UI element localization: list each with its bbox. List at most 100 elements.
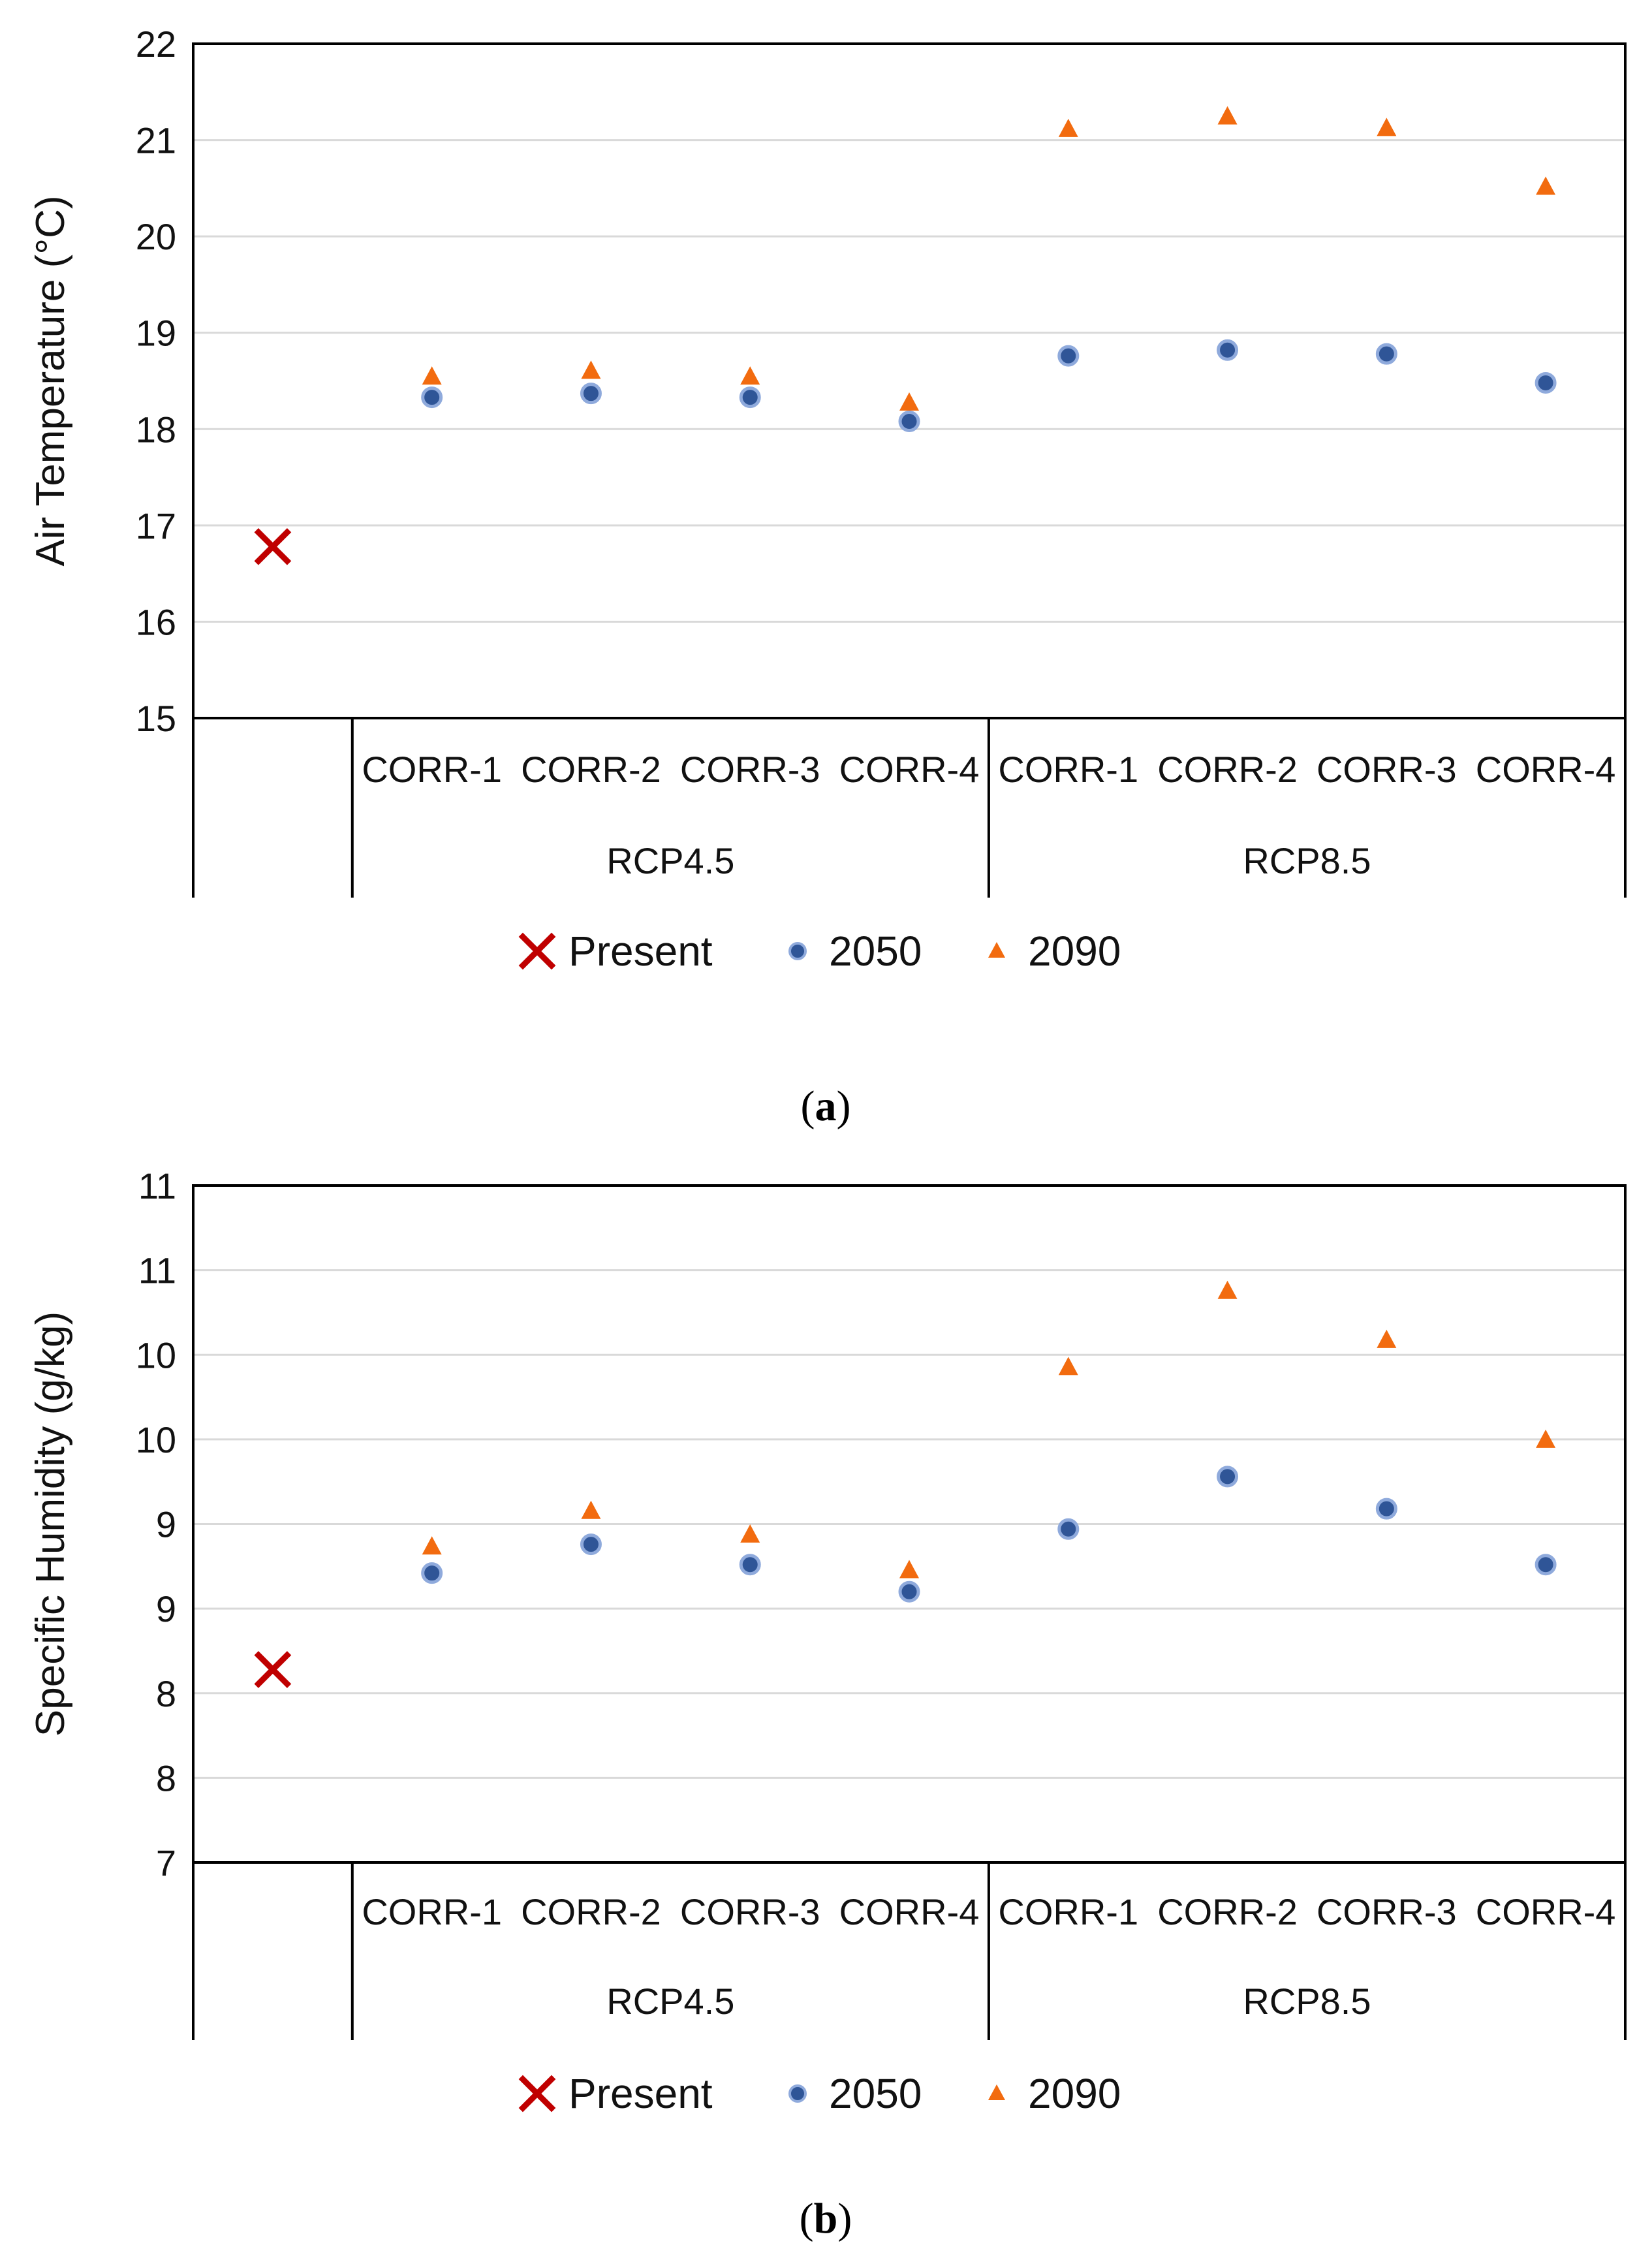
legend-label-2050: 2050 [829,2070,922,2117]
point-2050 [1057,1518,1080,1540]
plot-frame [192,42,1627,719]
point-2050 [1375,1498,1397,1520]
y-tick-label: 20 [136,216,176,257]
legend-label-present: Present [569,2070,713,2117]
series-2050 [421,1466,1557,1603]
x-tick-label: CORR-1 [362,749,502,790]
series-2090 [422,1280,1556,1579]
point-2050 [1535,1554,1557,1576]
point-present [254,1651,292,1688]
x-group-label: RCP4.5 [606,840,734,881]
caption-b: (b) [800,2195,852,2242]
y-tick-label: 17 [136,505,176,546]
y-axis-title: Specific Humidity (g/kg) [28,1312,73,1736]
y-tick-label: 19 [136,313,176,354]
y-tick-label: 22 [136,24,176,65]
x-group-label: RCP4.5 [606,1981,734,2022]
x-tick-label: CORR-1 [998,1891,1138,1932]
point-present [254,527,292,565]
point-2050 [421,1562,443,1584]
point-2090 [1377,118,1397,136]
y-tick-label: 11 [138,1165,176,1206]
x-tick-label: CORR-2 [1157,1891,1298,1932]
point-2050 [1375,343,1397,365]
x-tick-label: CORR-3 [1317,1891,1457,1932]
point-2050 [739,1554,761,1576]
x-tick-label: CORR-1 [362,1891,502,1932]
y-tick-label: 9 [156,1504,176,1545]
y-tick-label: 18 [136,409,176,450]
point-2050 [1535,371,1557,394]
y-tick-label: 15 [136,698,176,739]
legend-marker-2050 [788,2084,807,2103]
point-2090 [899,392,919,411]
x-tick-label: CORR-4 [1476,1891,1616,1932]
series-2050 [421,339,1557,432]
point-2090 [1217,106,1238,125]
series-2090 [422,106,1556,411]
x-group-label: RCP8.5 [1243,840,1371,881]
point-2090 [581,1500,601,1519]
legend-label-2090: 2090 [1028,928,1121,975]
legend: Present 2050 2090 [518,2070,1121,2117]
legend-marker-2050 [788,942,807,960]
x-tick-label: CORR-2 [521,1891,661,1932]
point-2090 [740,1524,760,1543]
point-2090 [1377,1329,1397,1348]
point-2090 [1058,118,1078,137]
x-tick-label: CORR-2 [521,749,661,790]
legend-marker-present [518,932,556,970]
point-2090 [1058,1357,1078,1375]
y-tick-label: 11 [138,1250,176,1291]
caption-a: (a) [801,1082,851,1130]
x-tick-label: CORR-1 [998,749,1138,790]
y-tick-label: 8 [156,1673,176,1714]
point-2090 [1536,1429,1556,1448]
y-tick-label: 10 [136,1419,176,1460]
legend-marker-present-stroke-2 [518,932,556,970]
legend: Present 2050 2090 [518,928,1121,975]
point-2050 [739,386,761,409]
legend-label-2090: 2090 [1028,2070,1121,2117]
point-2090 [581,360,601,379]
x-tick-label: CORR-3 [680,749,820,790]
point-2090 [1536,176,1556,195]
y-tick-label: 9 [156,1588,176,1629]
x-group-label: RCP8.5 [1243,1981,1371,2022]
x-tick-label: CORR-2 [1157,749,1298,790]
x-tick-label: CORR-3 [1317,749,1457,790]
series-present [254,527,292,565]
legend-marker-present [518,2075,556,2113]
y-tick-label: 21 [136,120,176,161]
legend-marker-2090 [988,2084,1005,2100]
point-2050 [1217,339,1239,361]
point-2050 [1057,345,1080,367]
legend-marker-present-stroke-2 [518,2075,556,2113]
point-2050 [580,383,602,405]
point-2090 [422,366,442,385]
point-2090 [740,366,760,385]
point-2050 [898,410,920,432]
point-2090 [1217,1280,1238,1299]
y-tick-label: 8 [156,1757,176,1799]
x-tick-label: CORR-4 [839,1891,980,1932]
legend-label-2050: 2050 [829,928,922,975]
panel-b-specific-humidity: 7 8 8 9 9 10 10 11 11 CORR-1 CORR-2 CORR-3 CORR-4 COR… [28,1165,1627,2117]
legend-label-present: Present [569,928,713,975]
x-tick-label: CORR-4 [839,749,980,790]
point-present-stroke-2 [254,1651,292,1688]
point-2050 [580,1533,602,1556]
plot-frame [192,1184,1627,1864]
point-present-stroke-2 [254,527,292,565]
point-2090 [899,1560,919,1579]
y-tick-label: 10 [136,1334,176,1375]
panel-a-air-temperature: 15 16 17 18 19 20 21 22 CORR-1 CORR-2 CORR-3 CORR-4… [28,24,1627,975]
series-present [254,1651,292,1688]
x-tick-label: CORR-4 [1476,749,1616,790]
y-axis-title: Air Temperature (°C) [28,195,73,566]
legend-marker-2090 [988,942,1005,958]
point-2050 [898,1580,920,1603]
point-2050 [1217,1466,1239,1488]
y-tick-label: 7 [156,1842,176,1883]
